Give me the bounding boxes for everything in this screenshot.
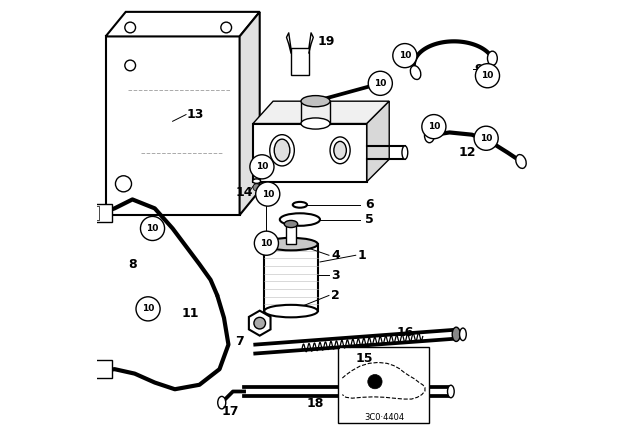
FancyBboxPatch shape <box>253 124 367 181</box>
Ellipse shape <box>410 66 421 79</box>
Polygon shape <box>249 310 271 336</box>
Text: 10: 10 <box>262 190 274 198</box>
Circle shape <box>254 317 266 329</box>
Ellipse shape <box>460 328 467 340</box>
Text: 14: 14 <box>236 186 253 199</box>
Text: 10: 10 <box>399 51 411 60</box>
Text: 9: 9 <box>474 64 483 77</box>
Ellipse shape <box>301 95 330 107</box>
Text: 1: 1 <box>358 249 367 262</box>
Text: 6: 6 <box>365 198 373 211</box>
Text: 8: 8 <box>128 258 137 271</box>
FancyBboxPatch shape <box>285 224 296 244</box>
Circle shape <box>254 231 278 255</box>
FancyBboxPatch shape <box>106 36 239 215</box>
Text: 7: 7 <box>236 335 244 348</box>
Circle shape <box>140 216 164 241</box>
Circle shape <box>368 375 382 389</box>
Ellipse shape <box>253 179 260 183</box>
Ellipse shape <box>452 327 460 341</box>
Ellipse shape <box>488 51 497 65</box>
Text: 11: 11 <box>182 307 199 320</box>
Polygon shape <box>367 101 389 181</box>
Ellipse shape <box>264 305 318 317</box>
Text: 3C0·4404: 3C0·4404 <box>364 414 404 422</box>
Circle shape <box>125 60 136 71</box>
Ellipse shape <box>334 142 346 159</box>
Ellipse shape <box>402 146 408 159</box>
Ellipse shape <box>218 396 226 409</box>
Polygon shape <box>239 12 260 215</box>
Circle shape <box>256 182 280 206</box>
Ellipse shape <box>274 139 290 161</box>
FancyBboxPatch shape <box>95 360 113 378</box>
Circle shape <box>476 64 500 88</box>
Text: 10: 10 <box>256 162 268 171</box>
FancyBboxPatch shape <box>338 347 429 423</box>
Text: 5: 5 <box>365 213 374 226</box>
Circle shape <box>253 184 260 191</box>
Circle shape <box>422 115 446 139</box>
Text: 18: 18 <box>307 397 324 410</box>
FancyBboxPatch shape <box>95 204 113 222</box>
Text: 3: 3 <box>332 269 340 282</box>
Ellipse shape <box>269 135 294 166</box>
Text: 10: 10 <box>374 79 387 88</box>
Text: 16: 16 <box>396 326 413 339</box>
Text: 12: 12 <box>459 146 476 159</box>
Text: 19: 19 <box>318 35 335 48</box>
Text: 10: 10 <box>428 122 440 131</box>
Text: 10: 10 <box>142 304 154 313</box>
Ellipse shape <box>264 238 318 250</box>
Ellipse shape <box>424 129 435 143</box>
Text: 10: 10 <box>480 134 492 143</box>
Circle shape <box>474 126 498 151</box>
Text: 10: 10 <box>260 239 273 248</box>
Ellipse shape <box>447 385 454 398</box>
Text: 17: 17 <box>222 405 239 418</box>
Circle shape <box>250 155 274 179</box>
Text: 15: 15 <box>356 353 373 366</box>
Circle shape <box>221 22 232 33</box>
Circle shape <box>368 71 392 95</box>
Text: 2: 2 <box>332 289 340 302</box>
Polygon shape <box>253 101 389 124</box>
Text: 4: 4 <box>332 249 340 262</box>
Circle shape <box>393 43 417 68</box>
Text: 13: 13 <box>186 108 204 121</box>
Ellipse shape <box>284 220 298 228</box>
Polygon shape <box>291 48 309 75</box>
Polygon shape <box>106 12 260 36</box>
Circle shape <box>125 22 136 33</box>
Ellipse shape <box>301 118 330 129</box>
Text: 10: 10 <box>481 71 493 80</box>
Circle shape <box>136 297 160 321</box>
Text: 10: 10 <box>147 224 159 233</box>
Ellipse shape <box>330 137 350 164</box>
FancyBboxPatch shape <box>253 166 260 179</box>
Ellipse shape <box>516 155 526 168</box>
FancyBboxPatch shape <box>264 244 318 311</box>
